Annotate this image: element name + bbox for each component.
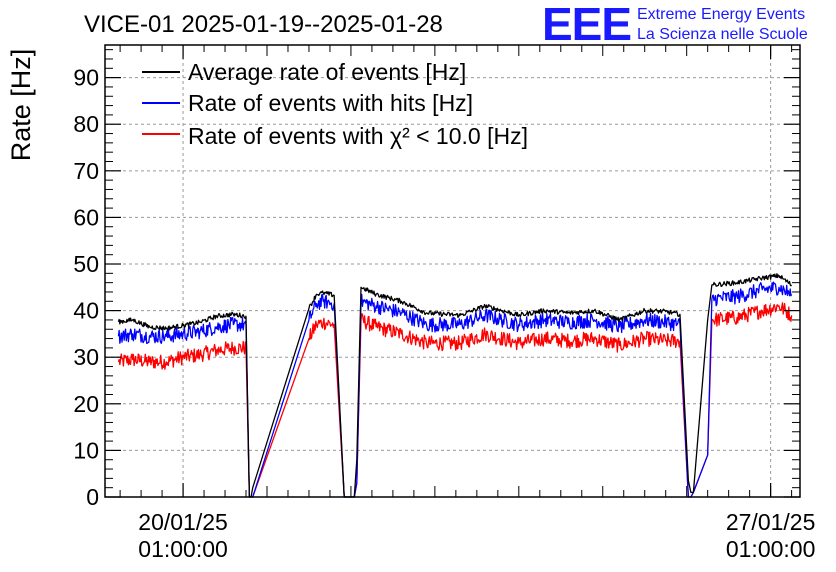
x-tick-label-date-1: 27/01/25: [726, 509, 816, 535]
y-tick-label-10: 10: [73, 437, 99, 463]
eee-logo: EEE Extreme Energy Events La Scienza nel…: [542, 0, 808, 50]
logo-line-2: La Scienza nelle Scuole: [637, 26, 808, 43]
y-tick-label-80: 80: [73, 111, 99, 137]
series-line-hits-rate: [117, 281, 793, 498]
y-tick-label-70: 70: [73, 158, 99, 184]
y-tick-label-60: 60: [73, 204, 99, 230]
y-tick-label-90: 90: [73, 65, 99, 91]
logo-mark: EEE: [542, 0, 631, 50]
y-tick-label-20: 20: [73, 391, 99, 417]
series-layer: [117, 273, 793, 498]
legend: Average rate of events [Hz] Rate of even…: [142, 59, 528, 149]
plot-frame: [104, 44, 801, 498]
grid: [105, 45, 800, 497]
y-axis-label: Rate [Hz]: [6, 49, 36, 162]
y-tick-label-50: 50: [73, 251, 99, 277]
y-tick-label-30: 30: [73, 344, 99, 370]
series-line-chi2-rate: [117, 302, 793, 498]
legend-label-chi2: Rate of events with χ² < 10.0 [Hz]: [188, 123, 528, 149]
chart-title: VICE-01 2025-01-19--2025-01-28: [84, 11, 443, 38]
legend-label-average: Average rate of events [Hz]: [188, 59, 466, 85]
series-line-average-rate: [117, 273, 793, 498]
y-tick-label-40: 40: [73, 298, 99, 324]
logo-line-1: Extreme Energy Events: [637, 6, 805, 23]
y-tick-label-0: 0: [86, 484, 99, 510]
x-tick-label-time-1: 01:00:00: [726, 536, 816, 562]
legend-label-hits: Rate of events with hits [Hz]: [188, 90, 473, 116]
x-tick-label-date-0: 20/01/25: [138, 509, 228, 535]
x-tick-label-time-0: 01:00:00: [138, 536, 228, 562]
axes: 010203040506070809020/01/2501:00:0027/01…: [73, 45, 815, 562]
